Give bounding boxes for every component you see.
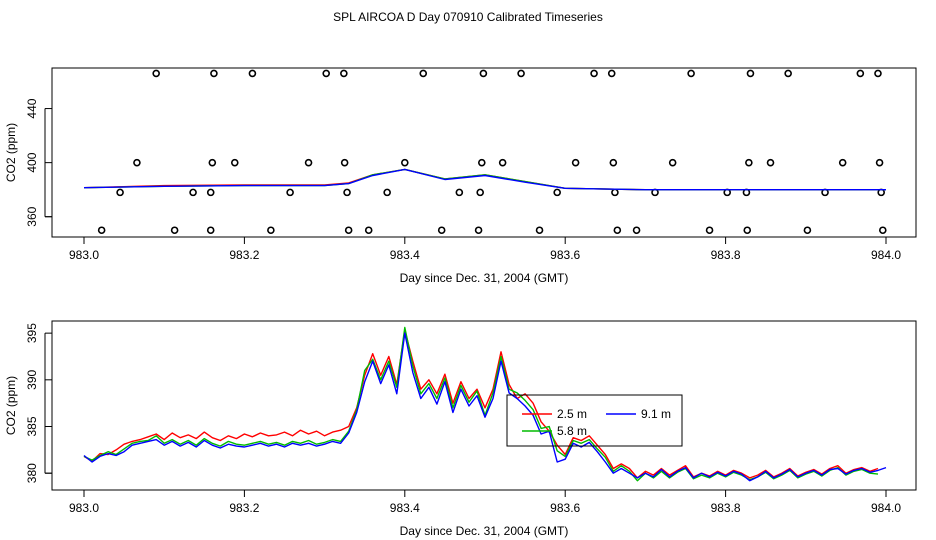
calibration-marker bbox=[206, 188, 215, 197]
calibration-marker bbox=[248, 69, 257, 78]
calibration-marker bbox=[553, 188, 561, 197]
calibration-marker bbox=[455, 188, 464, 197]
calibration-marker bbox=[286, 188, 294, 197]
calibration-marker bbox=[364, 226, 373, 235]
calibration-marker bbox=[133, 158, 141, 167]
calibration-marker bbox=[340, 69, 348, 78]
calibration-marker bbox=[498, 158, 507, 167]
panel-bottom-co2-timeseries: 983.0 983.2 983.4 983.6 983.8 984.0 Day since … bbox=[4, 320, 917, 538]
calibration-marker bbox=[152, 69, 160, 78]
panel-top-calibration-plot: 983.0 983.2 983.4 983.6 983.8 984.0 Day since … bbox=[4, 67, 917, 285]
y-axis-label: CO2 (ppm) bbox=[4, 376, 18, 435]
calibration-marker bbox=[208, 158, 217, 167]
y-axis-label: CO2 (ppm) bbox=[4, 123, 18, 182]
x-tick-label: 983.4 bbox=[390, 248, 420, 262]
calibration-marker bbox=[632, 226, 641, 235]
x-tick-label: 984.0 bbox=[871, 248, 901, 262]
calibration-marker bbox=[668, 158, 677, 167]
legend-label: 5.8 m bbox=[557, 424, 587, 438]
series-line-9-1-m bbox=[83, 168, 886, 191]
figure-title: SPL AIRCOA D Day 070910 Calibrated Times… bbox=[333, 10, 603, 24]
calibration-marker bbox=[517, 69, 525, 78]
calibration-marker bbox=[304, 158, 313, 167]
y-tick-label: 440 bbox=[25, 98, 39, 118]
x-tick-label: 983.6 bbox=[550, 501, 580, 515]
calibration-marker bbox=[477, 158, 486, 167]
legend: 2.5 m 9.1 m 5.8 m bbox=[506, 394, 683, 447]
plot-frame bbox=[51, 67, 917, 238]
series-line-5-8-m bbox=[83, 168, 886, 191]
calibration-marker bbox=[609, 158, 618, 167]
calibration-marker bbox=[206, 226, 215, 235]
calibration-marker bbox=[343, 188, 351, 197]
calibration-marker bbox=[419, 69, 428, 78]
calibration-marker bbox=[116, 188, 124, 197]
calibration-marker bbox=[784, 69, 792, 78]
calibration-marker bbox=[340, 158, 349, 167]
calibration-marker bbox=[479, 69, 488, 78]
calibration-marker bbox=[766, 158, 775, 167]
y-tick-label: 400 bbox=[25, 152, 39, 172]
x-axis-label: Day since Dec. 31, 2004 (GMT) bbox=[400, 524, 569, 538]
x-tick-label: 983.2 bbox=[229, 501, 259, 515]
y-tick-label: 385 bbox=[25, 416, 39, 436]
calibration-marker bbox=[344, 226, 353, 235]
calibration-marker bbox=[745, 158, 753, 167]
calibration-marker bbox=[267, 226, 275, 235]
calibration-marker bbox=[210, 69, 218, 78]
calibration-marker bbox=[189, 188, 197, 197]
series-line-9-1-m bbox=[83, 332, 887, 482]
calibration-marker bbox=[874, 69, 882, 78]
calibration-marker bbox=[437, 226, 446, 235]
calibration-marker bbox=[875, 158, 884, 167]
calibration-marker bbox=[878, 226, 887, 235]
calibration-marker bbox=[613, 226, 622, 235]
calibration-marker bbox=[322, 69, 331, 78]
calibration-marker bbox=[607, 69, 616, 78]
calibration-marker bbox=[856, 69, 865, 78]
legend-box bbox=[506, 394, 683, 447]
x-tick-label: 983.6 bbox=[550, 248, 580, 262]
calibration-marker bbox=[97, 226, 106, 235]
calibration-marker bbox=[571, 158, 580, 167]
x-tick-label: 984.0 bbox=[871, 501, 901, 515]
x-tick-label: 983.8 bbox=[711, 248, 741, 262]
calibration-marker bbox=[383, 188, 391, 197]
calibration-marker bbox=[170, 226, 179, 235]
x-axis-label: Day since Dec. 31, 2004 (GMT) bbox=[400, 271, 569, 285]
calibration-marker bbox=[230, 158, 239, 167]
legend-label: 2.5 m bbox=[557, 407, 587, 421]
calibration-marker bbox=[476, 188, 484, 197]
calibration-marker bbox=[590, 69, 598, 78]
calibration-marker bbox=[687, 69, 695, 78]
x-tick-label: 983.0 bbox=[69, 248, 99, 262]
calibration-marker bbox=[400, 158, 409, 167]
series-line-2-5-m bbox=[83, 168, 886, 191]
calibration-marker bbox=[838, 158, 847, 167]
y-tick-label: 390 bbox=[25, 369, 39, 389]
y-tick-label: 380 bbox=[25, 463, 39, 483]
calibration-marker bbox=[535, 226, 544, 235]
series-line-5-8-m bbox=[83, 326, 879, 482]
calibration-marker bbox=[705, 226, 714, 235]
series-line-2-5-m bbox=[83, 329, 879, 479]
legend-label: 9.1 m bbox=[641, 407, 671, 421]
y-tick-label: 360 bbox=[25, 206, 39, 226]
calibration-marker bbox=[743, 226, 752, 235]
x-tick-label: 983.0 bbox=[69, 501, 99, 515]
calibration-marker bbox=[803, 226, 812, 235]
x-tick-label: 983.4 bbox=[390, 501, 420, 515]
calibration-marker bbox=[611, 188, 619, 197]
calibration-marker bbox=[746, 69, 755, 78]
x-tick-label: 983.2 bbox=[229, 248, 259, 262]
calibration-marker bbox=[474, 226, 483, 235]
x-tick-label: 983.8 bbox=[711, 501, 741, 515]
y-tick-label: 395 bbox=[25, 323, 39, 343]
